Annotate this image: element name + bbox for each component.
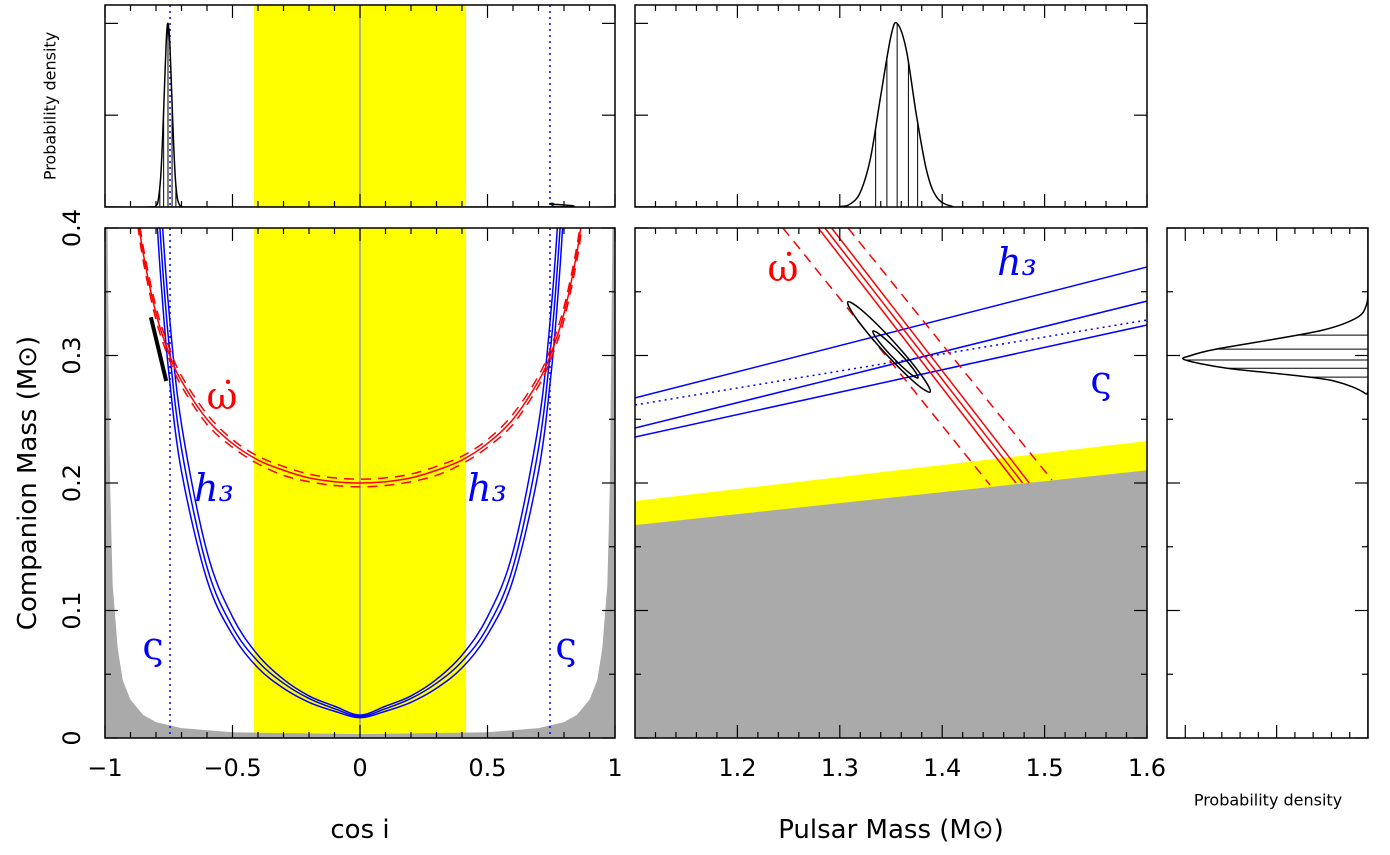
area	[635, 470, 1147, 738]
x-tick-label: −0.5	[203, 754, 261, 782]
panel	[105, 5, 615, 207]
annotation: ς	[142, 624, 163, 668]
curve	[817, 228, 1017, 484]
y-axis-label: Probability density	[41, 32, 60, 180]
curve	[635, 266, 1147, 399]
annotation: ς	[1090, 358, 1111, 402]
x-tick-label: 1.3	[821, 754, 859, 782]
curve	[156, 228, 564, 719]
y-tick-label: 0	[58, 730, 86, 745]
plot-frame	[634, 4, 1148, 208]
x-tick-label: 1.4	[923, 754, 961, 782]
panel	[1182, 228, 1368, 738]
curve	[137, 228, 583, 488]
curve	[635, 300, 1147, 429]
curve	[138, 228, 582, 484]
curve	[782, 228, 991, 486]
annotation: ω̇	[207, 374, 238, 418]
curve	[872, 330, 919, 379]
x-tick-label: 0.5	[468, 754, 506, 782]
curve	[159, 228, 561, 718]
curve	[847, 228, 1053, 481]
x-axis-label: Pulsar Mass (M⊙)	[778, 815, 1004, 845]
annotation: h₃	[467, 466, 507, 510]
curve	[824, 228, 1024, 484]
x-tick-label: 1.5	[1026, 754, 1064, 782]
x-tick-label: 0	[352, 754, 367, 782]
curve	[635, 324, 1147, 438]
plot-frame	[1166, 227, 1369, 739]
y-tick-label: 0.4	[58, 209, 86, 247]
x-tick-label: −1	[87, 754, 122, 782]
x-axis-label: cos i	[330, 815, 389, 845]
curve	[846, 301, 932, 393]
y-tick-label: 0.3	[58, 336, 86, 374]
annotation: h₃	[997, 240, 1037, 284]
y-tick-label: 0.1	[58, 591, 86, 629]
y-axis-label: Companion Mass (M⊙)	[13, 336, 43, 630]
curve	[635, 21, 1147, 207]
curve	[161, 228, 559, 716]
annotation: ς	[555, 624, 576, 668]
x-tick-label: 1	[607, 754, 622, 782]
annotation: h₃	[194, 466, 234, 510]
curve	[148, 316, 169, 382]
curve	[1182, 228, 1368, 738]
x-axis-label: Probability density	[1194, 791, 1342, 810]
panel	[635, 228, 1147, 738]
x-tick-label: 1.2	[718, 754, 756, 782]
y-tick-label: 0.2	[58, 464, 86, 502]
curve	[139, 228, 581, 480]
panel	[635, 21, 1147, 207]
panel	[105, 228, 615, 738]
annotation: ω̇	[768, 246, 799, 290]
curve	[831, 228, 1030, 484]
x-tick-label: 1.6	[1128, 754, 1166, 782]
